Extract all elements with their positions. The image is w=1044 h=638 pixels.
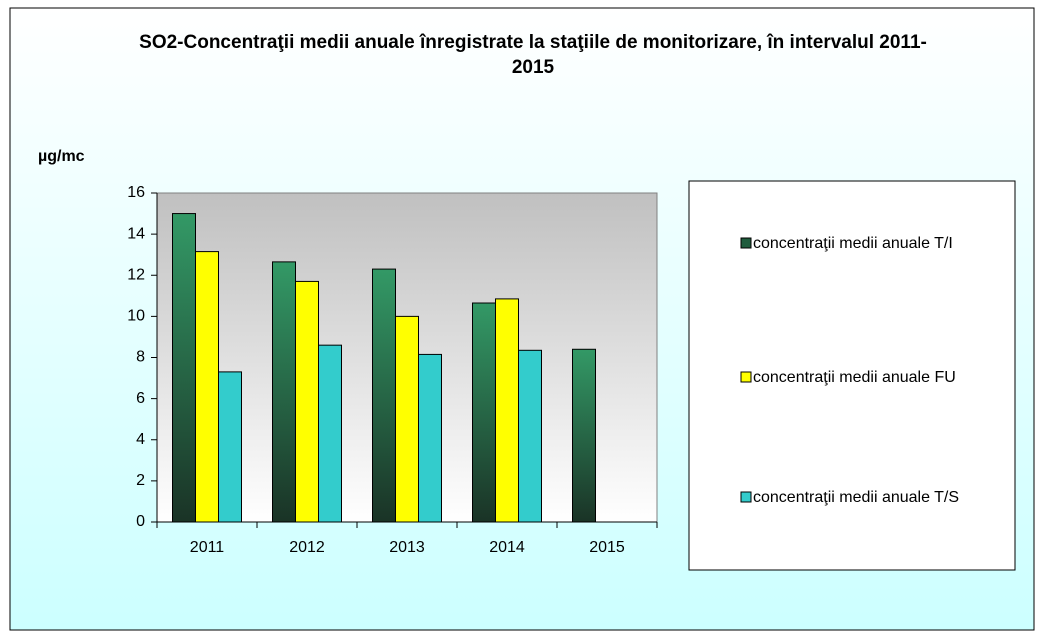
bar bbox=[295, 280, 319, 523]
bar bbox=[172, 213, 196, 523]
bar bbox=[318, 344, 342, 523]
bar bbox=[218, 371, 242, 523]
legend-swatch bbox=[740, 491, 752, 503]
legend-label: concentraţii medii anuale FU bbox=[753, 369, 956, 386]
bar bbox=[195, 251, 219, 523]
chart-title: SO2-Concentraţii medii anuale înregistra… bbox=[139, 32, 927, 78]
bar bbox=[495, 298, 519, 523]
y-tick-label: 6 bbox=[136, 390, 145, 407]
y-tick-label: 0 bbox=[136, 513, 145, 530]
y-tick-label: 12 bbox=[127, 266, 145, 283]
y-tick-label: 4 bbox=[136, 431, 145, 448]
y-axis-label: µg/mc bbox=[38, 148, 85, 165]
bar bbox=[472, 302, 496, 523]
y-tick-label: 2 bbox=[136, 472, 145, 489]
y-tick-label: 14 bbox=[127, 225, 145, 242]
bar bbox=[572, 348, 596, 523]
bar bbox=[418, 353, 442, 523]
bar bbox=[395, 315, 419, 523]
bar bbox=[372, 268, 396, 523]
legend-label: concentraţii medii anuale T/S bbox=[753, 489, 959, 506]
x-tick-label: 2013 bbox=[389, 539, 425, 556]
bar bbox=[272, 261, 296, 523]
legend-swatch bbox=[740, 371, 752, 383]
x-tick-label: 2015 bbox=[589, 539, 625, 556]
bar bbox=[518, 349, 542, 523]
y-tick-label: 16 bbox=[127, 184, 145, 201]
legend-swatch bbox=[740, 237, 752, 249]
x-tick-label: 2012 bbox=[289, 539, 325, 556]
x-tick-label: 2014 bbox=[489, 539, 525, 556]
x-tick-label: 2011 bbox=[190, 539, 225, 556]
legend-label: concentraţii medii anuale T/I bbox=[753, 235, 953, 252]
y-tick-label: 8 bbox=[136, 349, 145, 366]
y-tick-label: 10 bbox=[127, 308, 145, 325]
